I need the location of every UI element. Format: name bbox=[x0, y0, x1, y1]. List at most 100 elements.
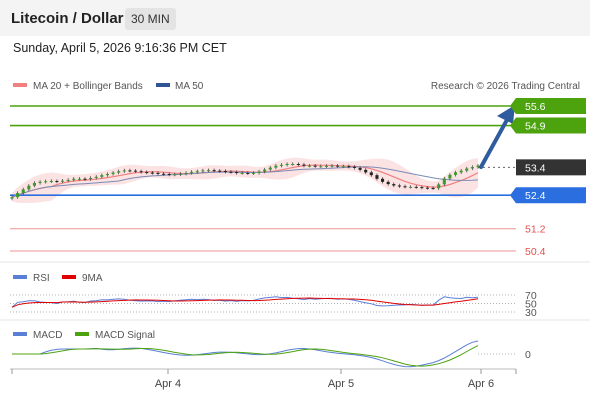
candle-body bbox=[105, 174, 109, 176]
rsi-tick-70: 70 bbox=[525, 290, 537, 302]
level-tag-label: 55.6 bbox=[525, 101, 546, 113]
macd-signal-legend-swatch bbox=[75, 332, 89, 336]
candle-body bbox=[111, 172, 115, 175]
candle-body bbox=[60, 180, 65, 182]
rsi-tick-50: 50 bbox=[525, 299, 537, 311]
candle-body bbox=[235, 172, 239, 174]
macd-legend-label: MACD bbox=[33, 330, 62, 341]
ma50-legend-label: MA 50 bbox=[175, 81, 204, 92]
candle-body bbox=[83, 178, 87, 180]
level-label-51.2: 51.2 bbox=[525, 224, 546, 236]
candle-body bbox=[392, 184, 396, 186]
candle-body bbox=[223, 170, 227, 172]
forecast-arrow-head bbox=[497, 105, 515, 124]
level-tag-53.4 bbox=[516, 159, 586, 176]
candle-body bbox=[229, 171, 233, 173]
level-tag-55.6 bbox=[510, 98, 586, 114]
candle-body bbox=[414, 186, 418, 188]
candle-body bbox=[94, 176, 98, 178]
candle-body bbox=[448, 174, 452, 179]
candle-body bbox=[453, 172, 458, 175]
candle-body bbox=[145, 172, 149, 174]
candle-body bbox=[246, 172, 250, 174]
candle-body bbox=[55, 181, 59, 183]
candle-body bbox=[122, 170, 126, 172]
timeframe-button[interactable]: 30 MIN bbox=[125, 8, 176, 30]
macd-signal-line bbox=[12, 345, 479, 367]
candle-body bbox=[128, 170, 132, 172]
ma20-legend-label: MA 20 + Bollinger Bands bbox=[33, 81, 143, 92]
candle-body bbox=[465, 168, 469, 171]
candle-body bbox=[49, 181, 53, 183]
candle-body bbox=[117, 171, 121, 173]
candle-body bbox=[375, 175, 379, 179]
candle-body bbox=[352, 166, 357, 168]
rsi-ma-line bbox=[11, 297, 479, 308]
rsi-legend-label: RSI bbox=[33, 273, 50, 284]
candle-body bbox=[369, 172, 373, 176]
macd-legend-swatch bbox=[13, 332, 27, 336]
ma50-legend-swatch bbox=[156, 83, 170, 87]
candle-body bbox=[358, 167, 362, 170]
candle-body bbox=[27, 185, 31, 190]
candle-body bbox=[296, 164, 300, 165]
macd-tick-0: 0 bbox=[525, 349, 531, 361]
candle-body bbox=[476, 165, 480, 168]
candle-body bbox=[89, 177, 93, 180]
candle-body bbox=[397, 185, 401, 187]
candle-body bbox=[100, 175, 104, 177]
candle-body bbox=[32, 182, 37, 186]
candle-body bbox=[324, 165, 328, 167]
candle-body bbox=[72, 178, 76, 180]
candle-body bbox=[21, 189, 25, 193]
level-tag-label: 53.4 bbox=[525, 162, 546, 174]
candle-body bbox=[133, 170, 138, 172]
candle-body bbox=[38, 181, 42, 183]
candle-body bbox=[251, 172, 255, 174]
candle-body bbox=[313, 165, 317, 167]
datetime-label: Sunday, April 5, 2026 9:16:36 PM CET bbox=[13, 41, 227, 55]
candle-body bbox=[257, 171, 261, 173]
candle-body bbox=[437, 184, 441, 189]
ma50-line bbox=[11, 166, 479, 198]
x-label-apr-5: Apr 5 bbox=[328, 378, 354, 390]
candle-body bbox=[263, 169, 267, 172]
candle-body bbox=[319, 166, 323, 168]
candle-body bbox=[167, 174, 171, 176]
candle-body bbox=[308, 165, 312, 167]
ma20-legend-swatch bbox=[13, 83, 27, 87]
candle-body bbox=[336, 165, 340, 167]
candle-body bbox=[302, 164, 306, 166]
candle-body bbox=[173, 174, 177, 176]
rsi-ma-legend-swatch bbox=[62, 275, 76, 279]
candle-body bbox=[403, 186, 407, 188]
candle-body bbox=[150, 172, 154, 174]
candle-body bbox=[206, 170, 211, 172]
candle-body bbox=[218, 170, 222, 172]
forecast-arrow bbox=[479, 116, 510, 169]
candle-body bbox=[66, 179, 70, 181]
candle-body bbox=[470, 167, 474, 169]
level-label-50.4: 50.4 bbox=[525, 246, 546, 258]
candle-body bbox=[201, 170, 205, 172]
candle-body bbox=[279, 164, 284, 166]
candle-body bbox=[341, 166, 345, 168]
candle-body bbox=[291, 164, 295, 165]
chart-header bbox=[0, 0, 590, 36]
x-label-apr-4: Apr 4 bbox=[155, 378, 181, 390]
rsi-legend-swatch bbox=[13, 275, 27, 279]
candle-body bbox=[184, 172, 188, 174]
candle-body bbox=[44, 181, 48, 183]
candle-body bbox=[10, 197, 14, 199]
candle-body bbox=[77, 178, 81, 180]
candle-body bbox=[190, 171, 194, 173]
level-tag-label: 54.9 bbox=[525, 121, 546, 133]
candle-body bbox=[459, 170, 463, 173]
level-tag-54.9 bbox=[510, 117, 586, 134]
macd-signal-legend-label: MACD Signal bbox=[95, 330, 155, 341]
candle-body bbox=[431, 187, 435, 189]
candle-body bbox=[268, 167, 272, 170]
ma20-line bbox=[11, 164, 479, 198]
level-tag-52.4 bbox=[510, 187, 586, 204]
candle-body bbox=[364, 169, 368, 173]
